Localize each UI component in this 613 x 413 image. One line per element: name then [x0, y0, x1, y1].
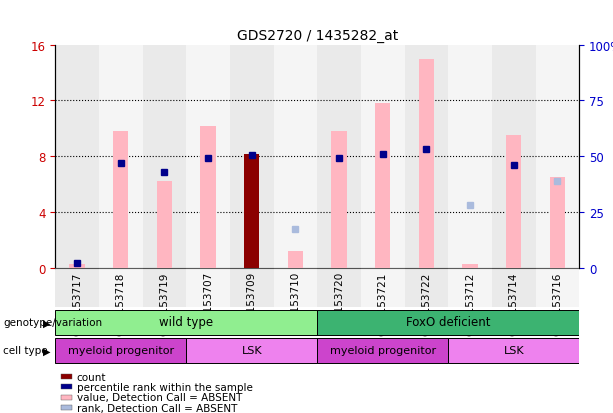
Bar [375, 104, 390, 268]
Text: cell type: cell type [3, 346, 48, 356]
Bar [273, 268, 318, 308]
Bar [186, 45, 230, 268]
Bar [492, 45, 536, 268]
Text: FoxO deficient: FoxO deficient [406, 316, 490, 328]
Text: GSM153707: GSM153707 [203, 272, 213, 335]
FancyBboxPatch shape [55, 310, 318, 335]
Bar [332, 132, 347, 268]
Bar [186, 268, 230, 308]
Text: percentile rank within the sample: percentile rank within the sample [77, 382, 253, 392]
Text: ▶: ▶ [43, 318, 50, 328]
Title: GDS2720 / 1435282_at: GDS2720 / 1435282_at [237, 29, 398, 43]
Text: rank, Detection Call = ABSENT: rank, Detection Call = ABSENT [77, 403, 237, 413]
Text: GSM153717: GSM153717 [72, 272, 82, 335]
Bar [157, 182, 172, 268]
Bar [318, 268, 361, 308]
Text: myeloid progenitor: myeloid progenitor [330, 345, 436, 355]
Bar [405, 268, 448, 308]
Text: GSM153714: GSM153714 [509, 272, 519, 335]
Bar [99, 268, 142, 308]
FancyBboxPatch shape [186, 338, 318, 363]
Bar [287, 252, 303, 268]
Text: ▶: ▶ [43, 346, 50, 356]
FancyBboxPatch shape [55, 338, 186, 363]
Text: GSM153718: GSM153718 [116, 272, 126, 335]
Bar [200, 126, 216, 268]
Bar [230, 268, 273, 308]
Bar [492, 268, 536, 308]
Text: LSK: LSK [242, 345, 262, 355]
Bar [99, 45, 143, 268]
Bar [536, 268, 579, 308]
FancyBboxPatch shape [448, 338, 579, 363]
Bar [113, 132, 128, 268]
Bar [55, 268, 99, 308]
FancyBboxPatch shape [318, 310, 579, 335]
Text: LSK: LSK [503, 345, 524, 355]
Bar [143, 45, 186, 268]
Bar [506, 136, 522, 268]
Bar [550, 178, 565, 268]
Bar [462, 264, 478, 268]
Bar [273, 45, 318, 268]
Text: myeloid progenitor: myeloid progenitor [67, 345, 173, 355]
Bar [361, 45, 405, 268]
Text: GSM153709: GSM153709 [246, 272, 257, 335]
Bar [361, 268, 405, 308]
Text: GSM153716: GSM153716 [552, 272, 563, 335]
Bar [405, 45, 448, 268]
Bar [69, 264, 85, 268]
Text: wild type: wild type [159, 316, 213, 328]
Text: GSM153721: GSM153721 [378, 272, 388, 335]
Bar [448, 45, 492, 268]
Text: GSM153710: GSM153710 [291, 272, 300, 335]
Text: genotype/variation: genotype/variation [3, 318, 102, 328]
Text: GSM153712: GSM153712 [465, 272, 475, 335]
Bar [448, 268, 492, 308]
Bar [55, 45, 99, 268]
Bar [536, 45, 579, 268]
Text: GSM153722: GSM153722 [421, 272, 432, 335]
Bar [419, 59, 434, 268]
Bar [230, 45, 273, 268]
FancyBboxPatch shape [318, 338, 448, 363]
Text: value, Detection Call = ABSENT: value, Detection Call = ABSENT [77, 392, 242, 402]
Text: GSM153719: GSM153719 [159, 272, 169, 335]
Text: GSM153720: GSM153720 [334, 272, 344, 335]
Bar [244, 154, 259, 268]
Text: count: count [77, 372, 106, 382]
Bar [318, 45, 361, 268]
Bar [142, 268, 186, 308]
